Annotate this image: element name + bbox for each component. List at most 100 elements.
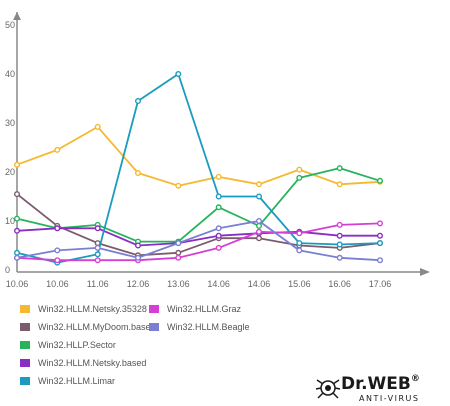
spider-icon [315, 379, 341, 399]
data-point [377, 257, 384, 264]
series-0 [13, 123, 384, 189]
data-point [134, 254, 141, 261]
data-point [215, 225, 222, 232]
legend-swatch [20, 341, 30, 349]
data-point [215, 173, 222, 180]
data-point [94, 225, 101, 232]
data-point [336, 165, 343, 172]
data-point [13, 161, 20, 168]
data-point [175, 182, 182, 189]
data-point [215, 232, 222, 239]
data-point [215, 244, 222, 251]
data-point [13, 249, 20, 256]
series-6 [13, 217, 384, 264]
y-tick-label: 20 [5, 167, 15, 177]
x-tick-label: 17.06 [369, 279, 392, 289]
y-tick-label: 50 [5, 20, 15, 30]
data-point [296, 166, 303, 173]
data-point [256, 181, 263, 188]
data-point [134, 97, 141, 104]
legend-item-beagle: Win32.HLLM.Beagle [149, 322, 250, 332]
data-point [336, 181, 343, 188]
legend-label: Win32.HLLM.MyDoom.based [38, 322, 156, 332]
legend-item-limar: Win32.HLLM.Limar [20, 376, 115, 386]
data-point [336, 232, 343, 239]
y-axis-ticks: 0 10 20 30 40 50 [5, 20, 15, 275]
legend-item-netsky-based: Win32.HLLM.Netsky.based [20, 358, 146, 368]
legend-item-netsky-35328: Win32.HLLM.Netsky.35328 [20, 304, 147, 314]
data-point [296, 247, 303, 254]
data-point [13, 227, 20, 234]
series-line [16, 73, 381, 264]
x-axis-ticks: 10.06 10.06 11.06 12.06 13.06 14.06 14.06 15.06… [6, 279, 392, 289]
x-tick-label: 14.06 [207, 279, 230, 289]
legend-swatch [149, 323, 159, 331]
x-tick-label: 14.06 [248, 279, 271, 289]
series-line [16, 227, 380, 247]
series-line [16, 126, 381, 187]
data-point [13, 254, 20, 261]
legend-label: Win32.HLLM.Graz [167, 304, 242, 314]
series-line [16, 167, 381, 243]
logo-wordmark: Dr.WEB® [341, 374, 420, 394]
x-tick-label: 10.06 [6, 279, 29, 289]
x-tick-label: 16.06 [328, 279, 351, 289]
data-point [175, 240, 182, 247]
data-point [256, 228, 263, 235]
y-axis-arrow [13, 12, 21, 20]
data-point [54, 247, 61, 254]
data-point [256, 217, 263, 224]
data-point [256, 193, 263, 200]
data-point [296, 230, 303, 237]
data-point [54, 225, 61, 232]
drweb-logo: Dr.WEB® ANTI-VIRUS [315, 374, 445, 404]
data-point [94, 244, 101, 251]
data-point [296, 240, 303, 247]
data-point [377, 177, 384, 184]
legend-item-sector: Win32.HLLP.Sector [20, 340, 116, 350]
data-point [13, 191, 20, 198]
legend-label: Win32.HLLP.Sector [38, 340, 116, 350]
series-line [16, 220, 381, 262]
chart-legend: Win32.HLLM.Netsky.35328 Win32.HLLM.Graz … [20, 300, 300, 390]
y-tick-label: 10 [5, 216, 15, 226]
series-line [16, 193, 381, 257]
x-axis-arrow [420, 268, 430, 276]
data-point [175, 254, 182, 261]
legend-label: Win32.HLLM.Beagle [167, 322, 250, 332]
x-tick-label: 11.06 [87, 279, 109, 289]
data-point [175, 70, 182, 77]
y-tick-label: 0 [5, 265, 10, 275]
legend-swatch [149, 305, 159, 313]
data-point [13, 215, 20, 222]
y-tick-label: 40 [5, 69, 15, 79]
legend-swatch [20, 377, 30, 385]
data-point [215, 204, 222, 211]
x-tick-label: 15.06 [288, 279, 311, 289]
data-point [336, 254, 343, 261]
x-tick-label: 12.06 [127, 279, 150, 289]
data-point [377, 232, 384, 239]
data-point [94, 257, 101, 264]
legend-swatch [20, 323, 30, 331]
data-point [336, 241, 343, 248]
legend-label: Win32.HLLM.Limar [38, 376, 116, 386]
data-point [94, 123, 101, 130]
data-point [134, 242, 141, 249]
logo-tagline: ANTI-VIRUS [359, 394, 420, 403]
data-point [175, 249, 182, 256]
legend-label: Win32.HLLM.Netsky.based [38, 358, 147, 368]
legend-label: Win32.HLLM.Netsky.35328 [38, 304, 147, 314]
data-point [296, 174, 303, 181]
x-tick-label: 10.06 [46, 279, 69, 289]
y-tick-label: 30 [5, 118, 15, 128]
x-tick-label: 13.06 [167, 279, 190, 289]
series-line [16, 222, 381, 262]
chart-series [13, 70, 384, 266]
data-point [215, 193, 222, 200]
legend-swatch [20, 359, 30, 367]
data-point [54, 146, 61, 153]
data-point [256, 235, 263, 242]
data-point [377, 240, 384, 247]
data-point [134, 169, 141, 176]
